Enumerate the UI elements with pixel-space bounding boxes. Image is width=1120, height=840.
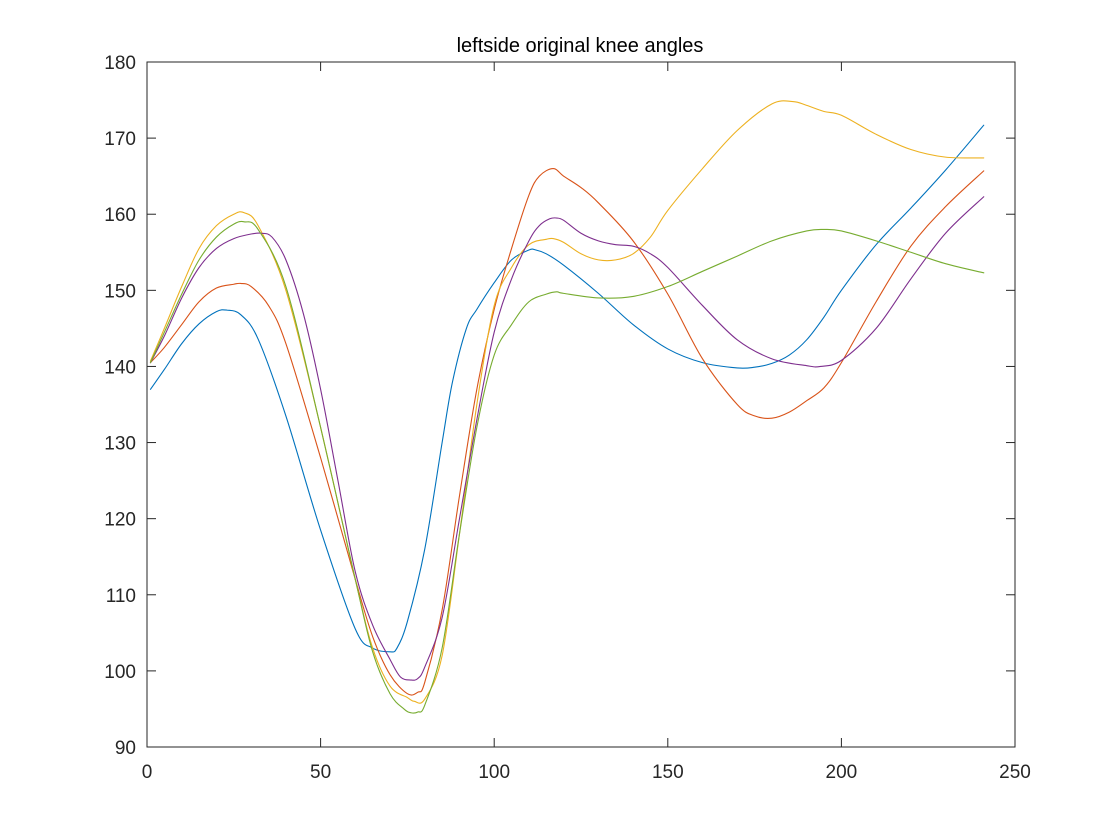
y-tick-label: 120 [104,510,136,531]
x-tick-label: 150 [652,762,684,783]
plot-area: 0 50 100 150 200 250 90 100 110 120 130 140 150 160 17… [104,53,1031,783]
y-tick-label: 130 [104,434,136,455]
y-tick-label: 110 [106,586,136,607]
ticks-layer: 0 50 100 150 200 250 90 100 110 120 130 140 150 160 17… [104,53,1031,783]
chart-title: leftside original knee angles [457,35,704,57]
x-tick-label: 100 [478,762,510,783]
y-tick-label: 140 [104,357,136,378]
axes-box [146,61,1016,748]
series-layer [149,100,985,714]
y-tick-label: 180 [104,53,136,74]
y-tick-label: 150 [104,281,136,302]
series-line-3 [149,100,985,704]
y-tick-label: 90 [115,738,136,759]
x-tick-label: 0 [142,762,153,783]
axes-background [147,62,1015,747]
y-tick-label: 160 [104,205,136,226]
y-tick-label: 170 [104,129,136,150]
x-tick-label: 200 [826,762,858,783]
series-line-1 [149,124,985,653]
series-line-2 [149,168,985,696]
series-line-4 [149,196,985,681]
x-tick-label: 50 [310,762,331,783]
y-tick-label: 100 [104,662,136,683]
series-line-5 [149,220,985,714]
x-tick-label: 250 [999,762,1031,783]
